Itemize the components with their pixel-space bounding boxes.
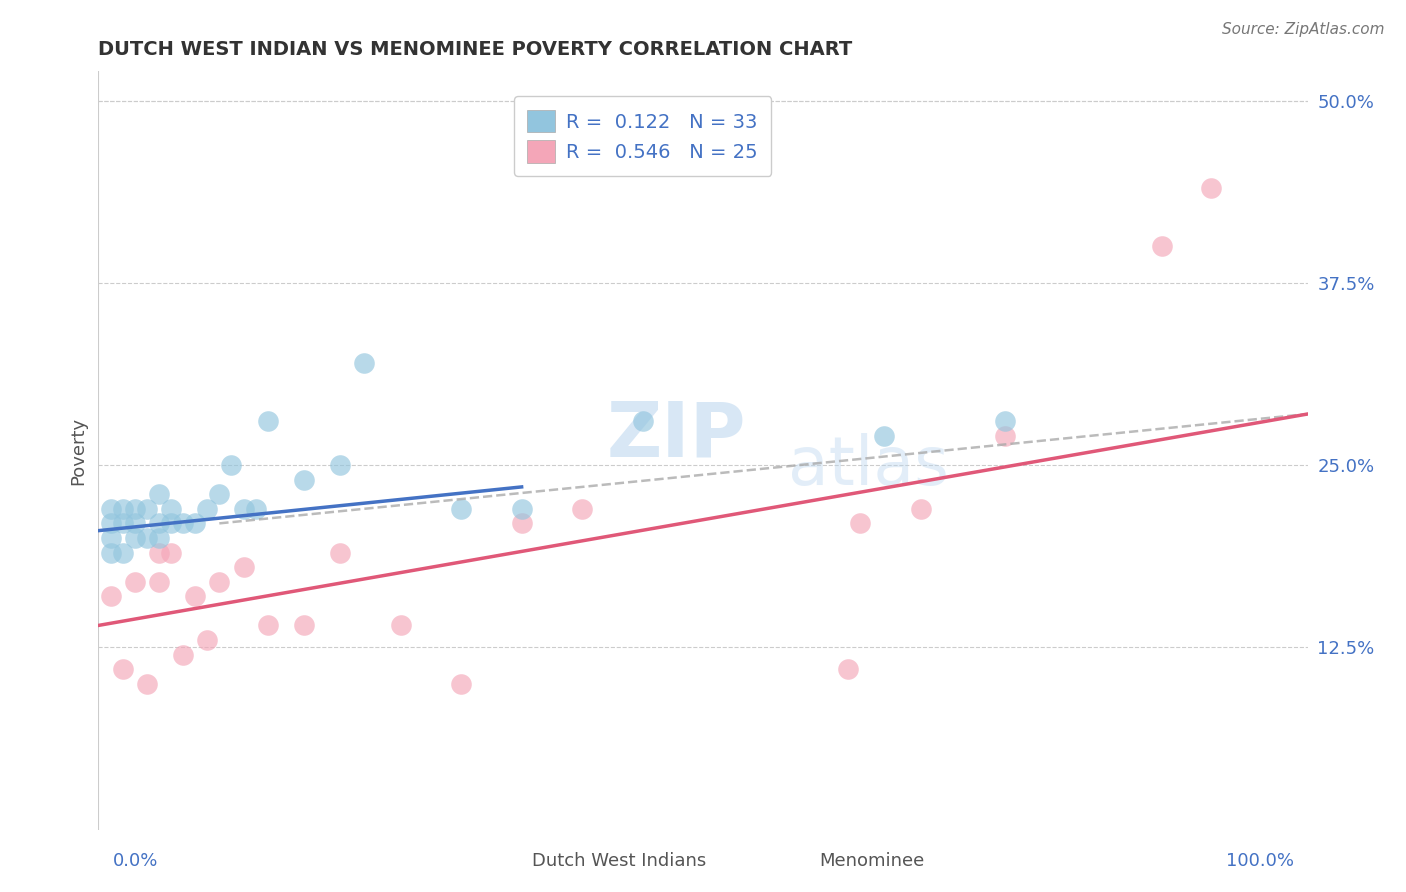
Y-axis label: Poverty: Poverty [69,417,87,484]
Point [221,458,243,472]
Point [450,501,472,516]
Point [100,516,122,531]
Point [148,545,170,559]
Point [256,414,278,428]
Point [111,662,134,676]
Point [873,429,896,443]
Point [232,501,254,516]
Point [172,516,194,531]
Point [389,618,412,632]
Point [100,545,122,559]
Point [631,414,654,428]
Point [111,516,134,531]
Text: Dutch West Indians: Dutch West Indians [531,852,706,870]
Point [837,662,859,676]
Point [292,473,315,487]
Point [329,458,352,472]
Point [208,574,231,589]
Point [124,516,146,531]
Text: Source: ZipAtlas.com: Source: ZipAtlas.com [1222,22,1385,37]
Point [195,633,218,648]
Text: 100.0%: 100.0% [1226,852,1294,870]
Text: DUTCH WEST INDIAN VS MENOMINEE POVERTY CORRELATION CHART: DUTCH WEST INDIAN VS MENOMINEE POVERTY C… [98,39,852,59]
Point [292,618,315,632]
Point [849,516,872,531]
Point [1199,181,1222,195]
Point [135,501,157,516]
Point [135,677,157,691]
Point [1152,239,1174,253]
Point [256,618,278,632]
Text: 0.0%: 0.0% [112,852,157,870]
Point [100,531,122,545]
Point [184,516,207,531]
Point [160,545,183,559]
Point [510,516,533,531]
Point [148,516,170,531]
Point [124,501,146,516]
Point [148,487,170,501]
Point [353,356,375,370]
Point [124,574,146,589]
Point [994,429,1017,443]
Text: atlas: atlas [787,433,949,499]
Point [571,501,593,516]
Point [232,560,254,574]
Point [124,531,146,545]
Point [910,501,932,516]
Point [111,545,134,559]
Point [148,531,170,545]
Point [100,589,122,603]
Point [195,501,218,516]
Point [994,414,1017,428]
Point [510,501,533,516]
Legend: R =  0.122   N = 33, R =  0.546   N = 25: R = 0.122 N = 33, R = 0.546 N = 25 [513,96,772,176]
Point [329,545,352,559]
Point [184,589,207,603]
Point [160,516,183,531]
Point [172,648,194,662]
Point [135,531,157,545]
Point [148,574,170,589]
Text: Menominee: Menominee [820,852,924,870]
Point [111,501,134,516]
Point [100,501,122,516]
Text: ZIP: ZIP [606,399,745,472]
Point [450,677,472,691]
Point [160,501,183,516]
Point [245,501,267,516]
Point [208,487,231,501]
